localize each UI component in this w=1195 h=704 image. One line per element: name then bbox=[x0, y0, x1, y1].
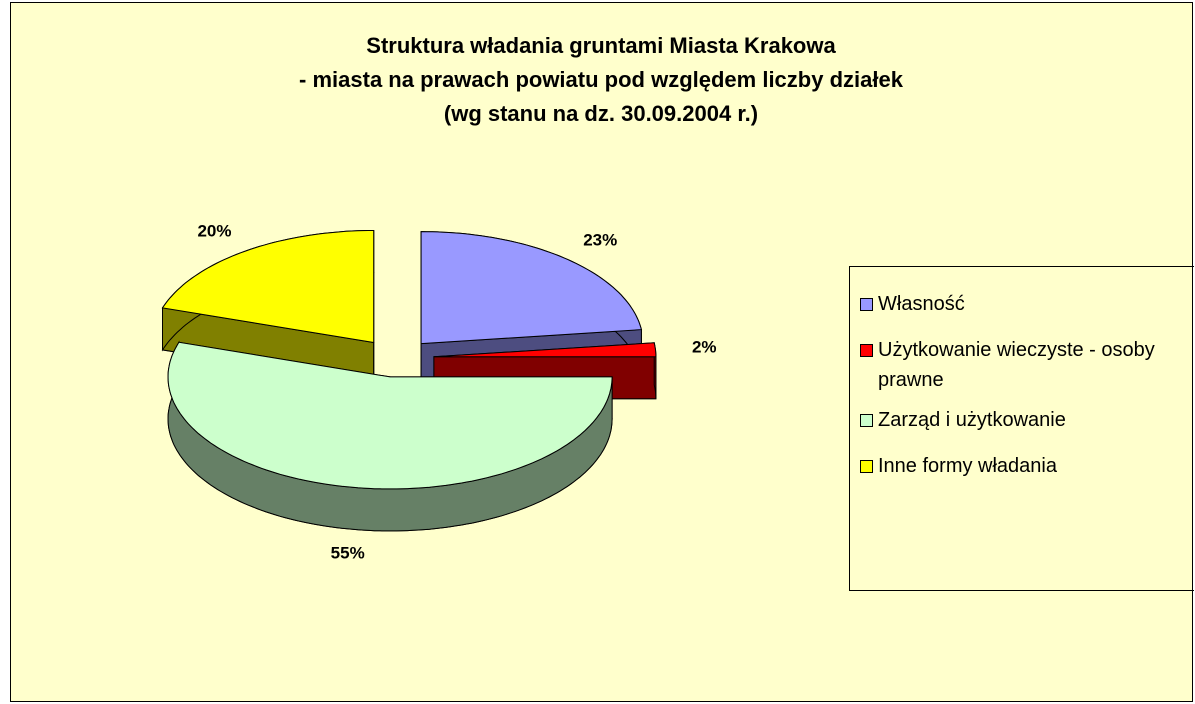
slice bbox=[167, 341, 613, 490]
legend-swatch bbox=[860, 344, 873, 357]
legend-item: Inne formy władania bbox=[860, 451, 1190, 481]
slice bbox=[161, 230, 375, 344]
legend-item: Użytkowanie wieczyste - osoby prawne bbox=[860, 335, 1190, 395]
chart-area: Struktura władania gruntami Miasta Krako… bbox=[10, 2, 1194, 702]
data-label: 55% bbox=[331, 543, 365, 562]
legend-label: Użytkowanie wieczyste - osoby prawne bbox=[878, 339, 1155, 391]
legend-label: Zarząd i użytkowanie bbox=[878, 409, 1066, 431]
chart-title: (wg stanu na dz. 30.09.2004 r.) bbox=[444, 101, 758, 126]
legend-swatch bbox=[860, 414, 873, 427]
legend-swatch bbox=[860, 298, 873, 311]
legend-item: Własność bbox=[860, 289, 1190, 319]
chart: Struktura władania gruntami Miasta Krako… bbox=[161, 33, 904, 562]
legend-label: Własność bbox=[878, 293, 965, 315]
legend-label: Inne formy władania bbox=[878, 455, 1057, 477]
data-label: 20% bbox=[197, 221, 231, 240]
legend-swatch bbox=[860, 460, 873, 473]
legend: Własność Użytkowanie wieczyste - osoby pr… bbox=[849, 266, 1194, 591]
slice bbox=[420, 231, 643, 345]
chart-title: Struktura władania gruntami Miasta Krako… bbox=[366, 33, 836, 58]
chart-title: - miasta na prawach powiatu pod względem… bbox=[299, 67, 904, 92]
legend-item: Zarząd i użytkowanie bbox=[860, 405, 1190, 435]
slice bbox=[433, 342, 657, 358]
data-label: 23% bbox=[583, 231, 617, 250]
data-label: 2% bbox=[692, 338, 717, 357]
